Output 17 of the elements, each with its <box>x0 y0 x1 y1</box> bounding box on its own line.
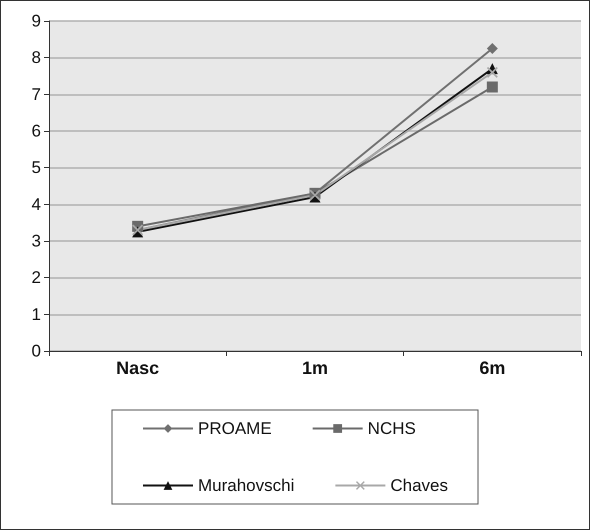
y-tick-label: 5 <box>32 158 41 178</box>
x-tick-label: 1m <box>302 358 328 378</box>
y-tick-label: 9 <box>32 12 41 30</box>
y-tick-label: 7 <box>32 84 41 104</box>
legend-label: Chaves <box>390 476 448 495</box>
y-tick-label: 1 <box>32 304 41 324</box>
y-tick-label: 6 <box>32 122 41 140</box>
y-tick-label: 8 <box>32 48 41 68</box>
y-tick-label: 0 <box>32 342 41 360</box>
legend-label: NCHS <box>368 419 416 438</box>
y-tick-label: 4 <box>32 194 41 214</box>
legend-label: Murahovschi <box>198 476 294 495</box>
y-tick-label: 2 <box>32 268 41 288</box>
y-tick-label: 3 <box>32 232 41 250</box>
x-tick-label: Nasc <box>116 358 160 378</box>
legend-label: PROAME <box>198 419 272 438</box>
x-tick-label: 6m <box>479 358 506 378</box>
